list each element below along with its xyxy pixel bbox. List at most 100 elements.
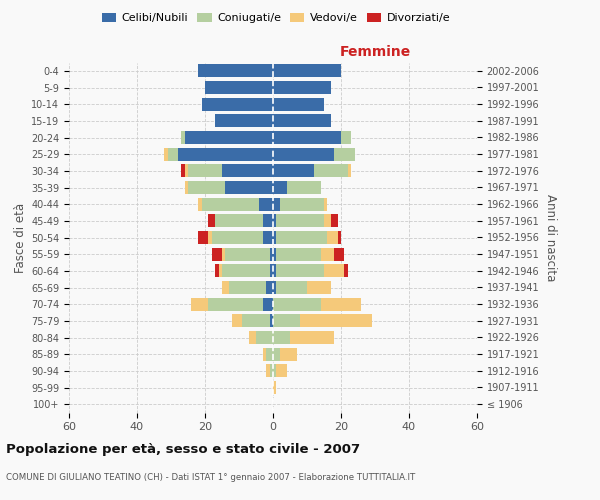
Bar: [269, 264, 273, 278]
Bar: [273, 181, 287, 194]
Bar: [273, 164, 314, 177]
Text: COMUNE DI GIULIANO TEATINO (CH) - Dati ISTAT 1° gennaio 2007 - Elaborazione TUTT: COMUNE DI GIULIANO TEATINO (CH) - Dati I…: [6, 472, 415, 482]
Bar: [273, 231, 277, 244]
Bar: [273, 364, 277, 378]
Bar: [226, 248, 269, 260]
Bar: [273, 114, 331, 128]
Text: Popolazione per età, sesso e stato civile - 2007: Popolazione per età, sesso e stato civil…: [6, 442, 360, 456]
Bar: [328, 231, 338, 244]
Y-axis label: Fasce di età: Fasce di età: [14, 202, 27, 272]
Bar: [273, 314, 300, 328]
Bar: [212, 248, 222, 260]
Bar: [314, 164, 348, 177]
Bar: [208, 231, 212, 244]
Bar: [205, 81, 273, 94]
Bar: [202, 198, 259, 210]
Bar: [273, 248, 277, 260]
Bar: [259, 198, 273, 210]
Bar: [188, 181, 226, 194]
Bar: [341, 131, 351, 144]
Bar: [269, 314, 273, 328]
Bar: [222, 264, 269, 278]
Bar: [344, 264, 348, 278]
Bar: [229, 281, 266, 294]
Bar: [273, 131, 341, 144]
Bar: [198, 231, 208, 244]
Bar: [191, 298, 208, 310]
Bar: [273, 81, 331, 94]
Bar: [226, 181, 273, 194]
Bar: [273, 264, 277, 278]
Bar: [273, 281, 277, 294]
Bar: [198, 64, 273, 78]
Bar: [300, 314, 371, 328]
Bar: [277, 214, 324, 228]
Bar: [188, 164, 222, 177]
Bar: [242, 314, 269, 328]
Bar: [273, 381, 277, 394]
Bar: [287, 181, 320, 194]
Bar: [273, 148, 334, 160]
Bar: [215, 264, 218, 278]
Bar: [334, 248, 344, 260]
Bar: [348, 164, 351, 177]
Bar: [215, 114, 273, 128]
Bar: [331, 214, 338, 228]
Bar: [232, 314, 242, 328]
Bar: [185, 164, 188, 177]
Bar: [263, 298, 273, 310]
Bar: [320, 248, 334, 260]
Bar: [202, 98, 273, 110]
Bar: [280, 348, 297, 360]
Bar: [320, 298, 361, 310]
Bar: [266, 364, 269, 378]
Bar: [277, 231, 328, 244]
Bar: [273, 298, 320, 310]
Bar: [307, 281, 331, 294]
Bar: [222, 281, 229, 294]
Bar: [269, 248, 273, 260]
Bar: [178, 148, 273, 160]
Bar: [338, 231, 341, 244]
Bar: [185, 131, 273, 144]
Bar: [273, 198, 280, 210]
Bar: [208, 298, 263, 310]
Bar: [198, 198, 202, 210]
Bar: [263, 214, 273, 228]
Bar: [167, 148, 178, 160]
Bar: [277, 264, 324, 278]
Bar: [277, 248, 320, 260]
Legend: Celibi/Nubili, Coniugati/e, Vedovi/e, Divorziati/e: Celibi/Nubili, Coniugati/e, Vedovi/e, Di…: [97, 8, 455, 28]
Bar: [290, 331, 334, 344]
Bar: [208, 214, 215, 228]
Bar: [273, 331, 290, 344]
Bar: [215, 214, 263, 228]
Bar: [218, 264, 222, 278]
Bar: [256, 331, 273, 344]
Bar: [277, 364, 287, 378]
Y-axis label: Anni di nascita: Anni di nascita: [544, 194, 557, 281]
Bar: [324, 198, 328, 210]
Bar: [280, 198, 324, 210]
Bar: [334, 148, 355, 160]
Bar: [266, 281, 273, 294]
Bar: [181, 164, 185, 177]
Bar: [212, 231, 263, 244]
Bar: [222, 164, 273, 177]
Bar: [273, 98, 324, 110]
Bar: [222, 248, 226, 260]
Bar: [277, 281, 307, 294]
Bar: [273, 64, 341, 78]
Bar: [273, 214, 277, 228]
Text: Femmine: Femmine: [340, 45, 410, 59]
Bar: [181, 131, 185, 144]
Bar: [263, 348, 266, 360]
Bar: [269, 364, 273, 378]
Bar: [185, 181, 188, 194]
Bar: [164, 148, 167, 160]
Bar: [324, 264, 344, 278]
Bar: [249, 331, 256, 344]
Bar: [263, 231, 273, 244]
Bar: [266, 348, 273, 360]
Bar: [324, 214, 331, 228]
